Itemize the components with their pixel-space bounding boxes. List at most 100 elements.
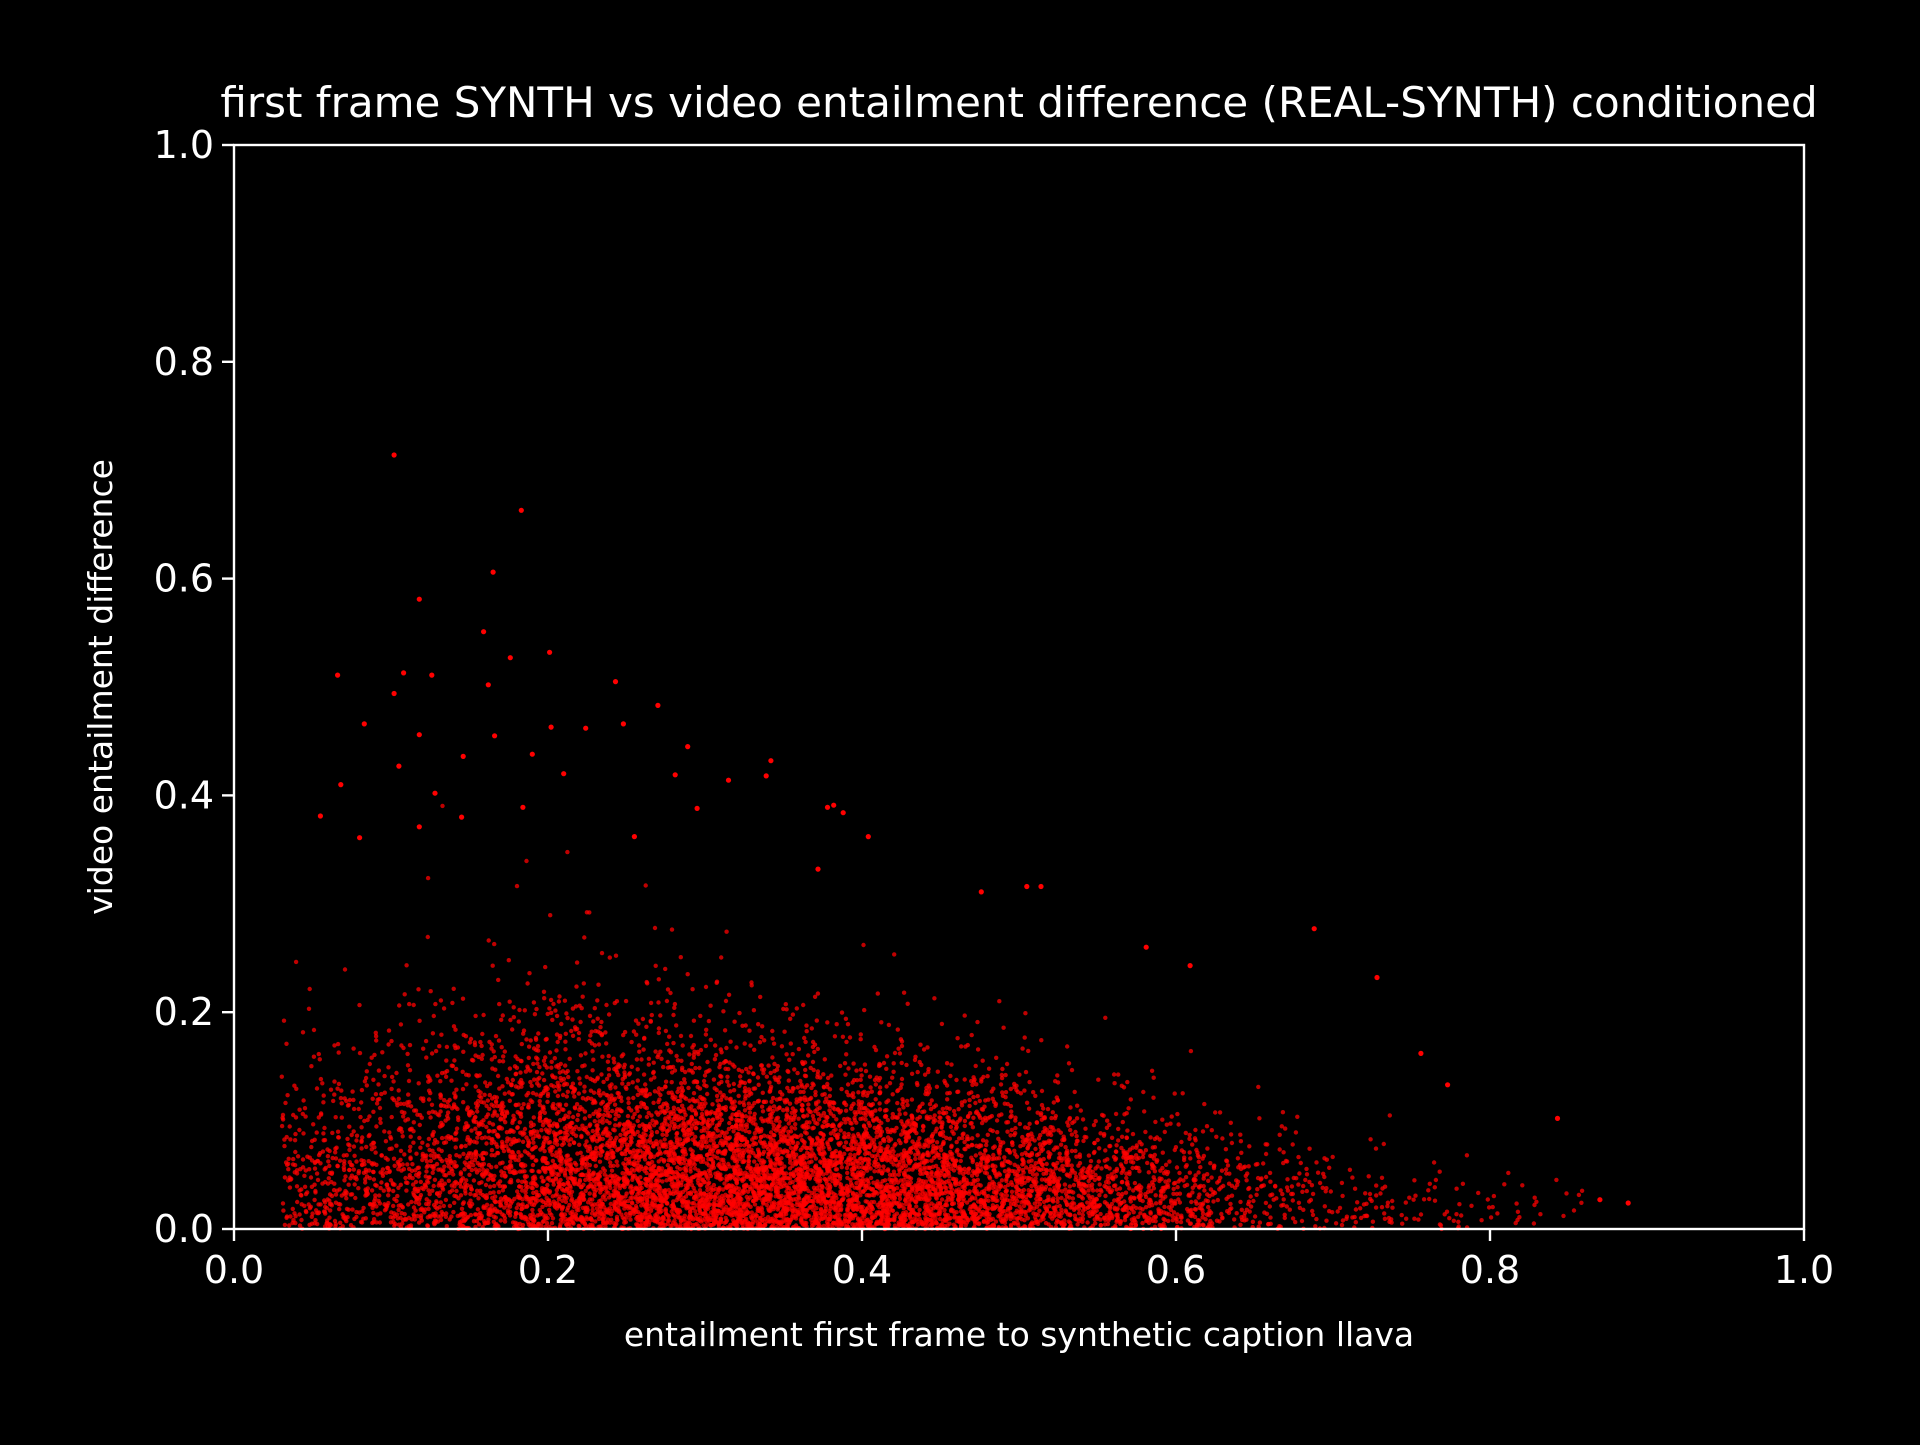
scatter-point	[1056, 1128, 1061, 1133]
scatter-point	[1035, 1110, 1040, 1115]
scatter-point	[492, 1054, 497, 1060]
scatter-point	[378, 1116, 383, 1122]
scatter-point	[1576, 1192, 1582, 1198]
scatter-point	[438, 998, 444, 1003]
scatter-point	[445, 1113, 450, 1119]
scatter-point	[566, 1074, 571, 1080]
scatter-point	[982, 1170, 988, 1175]
scatter-point	[854, 1180, 859, 1186]
scatter-point	[1003, 1072, 1008, 1078]
scatter-point	[1224, 1171, 1229, 1176]
scatter-point	[682, 1213, 687, 1219]
scatter-point	[290, 1206, 295, 1212]
scatter-point	[724, 1096, 729, 1101]
scatter-point	[548, 913, 553, 918]
scatter-point	[311, 1122, 316, 1127]
scatter-point	[511, 1005, 516, 1010]
scatter-point	[1034, 1120, 1040, 1125]
scatter-point	[746, 1070, 751, 1075]
scatter-point	[897, 1051, 903, 1056]
scatter-point	[838, 1128, 843, 1133]
scatter-point	[669, 1120, 674, 1125]
scatter-point	[845, 1170, 850, 1176]
scatter-point	[675, 1089, 680, 1095]
scatter-point	[433, 1048, 439, 1054]
scatter-point	[282, 1175, 288, 1180]
scatter-point	[1314, 1160, 1319, 1165]
scatter-point	[844, 1165, 850, 1171]
scatter-point	[590, 1197, 595, 1202]
scatter-point	[895, 1100, 900, 1106]
scatter-point	[590, 1207, 595, 1213]
scatter-point	[1140, 1207, 1145, 1212]
scatter-point	[342, 1178, 347, 1183]
scatter-point	[1416, 1217, 1421, 1222]
scatter-point	[805, 1113, 810, 1118]
scatter-point	[1060, 1163, 1065, 1169]
scatter-point	[534, 1092, 539, 1097]
scatter-point	[466, 1073, 471, 1078]
scatter-point	[603, 1197, 608, 1202]
scatter-point	[882, 1108, 888, 1113]
scatter-point	[288, 1137, 293, 1142]
scatter-point	[697, 1065, 702, 1071]
scatter-point	[679, 1067, 685, 1073]
scatter-point	[747, 1079, 752, 1084]
scatter-point	[600, 1120, 605, 1125]
scatter-point	[938, 1115, 943, 1121]
scatter-point	[1039, 1177, 1045, 1182]
scatter-point	[1284, 1204, 1290, 1209]
scatter-point	[1202, 1101, 1207, 1107]
scatter-point	[1074, 1134, 1079, 1139]
scatter-point	[967, 1097, 972, 1103]
scatter-point	[697, 1086, 703, 1091]
scatter-point	[1239, 1150, 1244, 1156]
scatter-point	[577, 1142, 582, 1148]
scatter-point	[399, 1168, 404, 1173]
scatter-point	[641, 1047, 646, 1052]
scatter-point	[744, 1066, 749, 1072]
scatter-point	[1279, 1124, 1285, 1129]
scatter-point	[321, 1093, 326, 1098]
scatter-point	[1224, 1196, 1229, 1202]
scatter-point	[881, 1164, 886, 1169]
scatter-point	[935, 1069, 940, 1074]
scatter-point	[642, 1157, 648, 1162]
scatter-point	[1235, 1156, 1241, 1161]
scatter-point	[351, 1106, 357, 1112]
scatter-point	[291, 1156, 296, 1162]
scatter-point	[556, 999, 562, 1004]
scatter-point	[939, 1197, 945, 1202]
scatter-point	[947, 1136, 952, 1141]
scatter-point	[671, 1105, 677, 1110]
scatter-point	[703, 1043, 709, 1049]
scatter-point	[501, 1054, 506, 1059]
scatter-point	[345, 1103, 351, 1108]
scatter-point	[549, 1221, 555, 1226]
scatter-point	[510, 1077, 515, 1083]
scatter-point	[934, 1126, 939, 1131]
scatter-point	[522, 1174, 528, 1179]
scatter-point	[895, 1027, 900, 1032]
scatter-point	[1005, 1129, 1010, 1134]
scatter-point	[474, 1073, 479, 1078]
scatter-point	[1282, 1212, 1287, 1218]
scatter-point	[1234, 1211, 1239, 1216]
scatter-point	[1193, 1207, 1198, 1212]
scatter-point	[869, 1089, 874, 1094]
scatter-point	[1164, 1122, 1170, 1127]
scatter-point	[1183, 1130, 1189, 1136]
scatter-point	[992, 1144, 997, 1149]
scatter-point	[555, 1093, 561, 1099]
scatter-point	[338, 1096, 344, 1101]
scatter-point	[1263, 1174, 1269, 1180]
scatter-point	[1221, 1183, 1226, 1189]
scatter-point	[331, 1098, 336, 1104]
scatter-point	[395, 1193, 400, 1199]
scatter-point	[635, 1092, 640, 1098]
scatter-point	[924, 1138, 929, 1143]
scatter-point	[486, 1177, 491, 1182]
scatter-point	[746, 1155, 752, 1160]
scatter-point	[489, 1165, 494, 1170]
scatter-point	[530, 1168, 535, 1174]
